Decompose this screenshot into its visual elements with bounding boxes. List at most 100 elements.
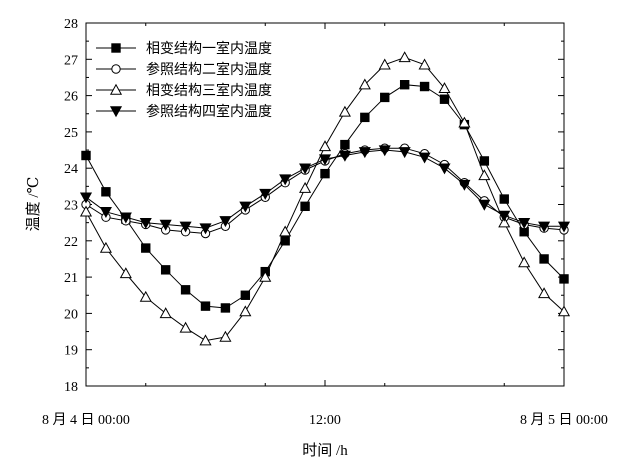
series-1-point <box>180 285 191 295</box>
series-4-point <box>279 174 292 186</box>
legend-label: 参照结构四室内温度 <box>146 103 272 120</box>
series-4-point <box>398 147 411 159</box>
series-1-point <box>479 156 490 166</box>
legend-label: 相变结构一室内温度 <box>146 40 272 57</box>
series-3-point <box>279 225 292 237</box>
series-4-point <box>438 163 451 175</box>
series-4-point <box>538 221 551 233</box>
series-4-point <box>338 150 351 162</box>
series-3-point <box>99 241 112 253</box>
series-3-point <box>398 51 411 63</box>
series-3-point <box>358 78 371 90</box>
series-3-point <box>438 82 451 94</box>
series-1-point <box>141 243 151 253</box>
y-tick-label: 23 <box>64 199 78 214</box>
series-1-point <box>200 301 211 311</box>
series-1-point <box>380 92 390 103</box>
series-1-point <box>160 265 171 275</box>
legend-item-1: 相变结构一室内温度 <box>96 40 272 57</box>
series-1-point <box>559 274 569 284</box>
series-4 <box>79 145 571 235</box>
series-4-point <box>518 217 531 229</box>
legend-marker <box>111 64 121 74</box>
legend-item-2: 参照结构二室内温度 <box>96 61 272 78</box>
y-tick-label: 19 <box>64 344 78 359</box>
y-tick-label: 21 <box>64 271 78 286</box>
series-4-point <box>79 192 93 204</box>
x-tick-label: 8 月 4 日 00:00 <box>42 412 130 428</box>
series-3-point <box>79 205 93 217</box>
series-4-point <box>378 145 391 157</box>
series-3-point <box>259 270 272 282</box>
y-tick-label: 22 <box>64 235 78 250</box>
series-3 <box>79 51 571 346</box>
series-1-point <box>81 150 91 161</box>
legend-label: 相变结构三室内温度 <box>146 82 272 99</box>
x-tick-label: 12:00 <box>309 413 341 428</box>
legend-marker <box>111 43 121 53</box>
series-3-point <box>159 307 172 319</box>
x-axis-title: 时间 /h <box>302 442 348 459</box>
series-3-point <box>338 105 351 117</box>
series-4-point <box>119 212 132 224</box>
y-tick-label: 24 <box>64 162 78 177</box>
series-4-point <box>139 217 152 229</box>
series-4-point <box>557 221 571 233</box>
series-4-point <box>358 147 371 159</box>
legend-item-3: 相变结构三室内温度 <box>96 82 272 99</box>
series-3-point <box>498 216 511 228</box>
series-4-point <box>318 154 332 166</box>
series-3-point <box>538 287 551 299</box>
axes-layer: 18 19 20 21 22 23 24 25 26 27 28 8 月 4 日 00:00 12:00… <box>42 17 608 428</box>
series-1-point <box>360 112 370 123</box>
y-tick-label: 26 <box>64 90 78 105</box>
series-4-point <box>418 152 431 164</box>
series-4-point <box>458 179 471 191</box>
legend-item-4: 参照结构四室内温度 <box>96 103 272 120</box>
series-3-point <box>119 267 132 279</box>
series-1-point <box>539 254 549 264</box>
series-3-point <box>179 321 192 333</box>
y-tick-label: 18 <box>64 380 78 395</box>
series-3-point <box>299 181 312 193</box>
series-4-point <box>199 223 212 235</box>
series-1-point <box>340 139 350 150</box>
y-tick-label: 27 <box>64 53 78 68</box>
series-1-point <box>399 80 410 90</box>
series-1-point <box>419 81 430 92</box>
series-3-point <box>378 58 391 70</box>
series-4-point <box>498 210 511 222</box>
series-1-point <box>240 290 251 300</box>
series-1-point <box>300 201 310 212</box>
series-4-point <box>239 201 252 213</box>
y-tick-label: 28 <box>64 17 78 32</box>
series-4-point <box>179 221 192 233</box>
y-tick-label: 25 <box>64 126 78 141</box>
series-3-point <box>418 58 431 70</box>
series-4-point <box>159 219 172 231</box>
series-3-line <box>85 56 565 342</box>
series-1-point <box>101 187 111 197</box>
series-3-point <box>458 116 471 128</box>
series-4-point <box>299 163 312 175</box>
series-4-point <box>219 216 232 228</box>
legend-marker <box>109 106 123 118</box>
y-tick-label: 20 <box>64 307 78 322</box>
series-4-point <box>259 188 272 200</box>
x-tick-label: 8 月 5 日 00:00 <box>520 412 608 428</box>
series-3-point <box>478 169 491 181</box>
series-3-point <box>219 330 232 342</box>
series-1-point <box>499 194 509 204</box>
series-3-point <box>239 305 252 317</box>
legend-label: 参照结构二室内温度 <box>146 61 272 78</box>
series-3-point <box>518 256 531 268</box>
series-3-point <box>199 334 212 346</box>
series-1-point <box>220 303 231 313</box>
y-axis-title: 温度 /℃ <box>25 177 42 232</box>
series-4-point <box>478 199 491 211</box>
series-3-point <box>318 140 332 152</box>
series-3-point <box>139 290 152 302</box>
series-1-point <box>320 168 330 179</box>
